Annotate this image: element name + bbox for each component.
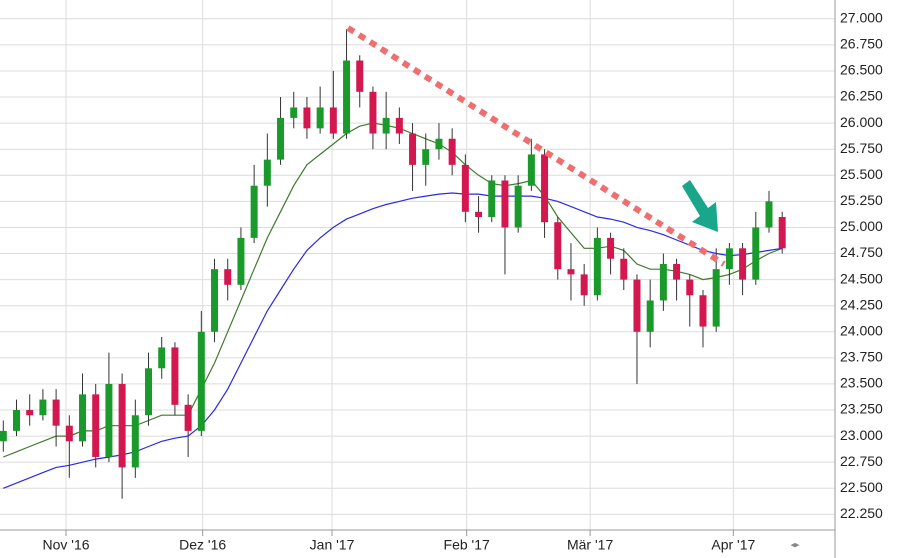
candle-body — [26, 410, 34, 416]
candle-body — [686, 279, 694, 296]
marks — [0, 29, 786, 499]
candle-body — [0, 430, 7, 442]
candle-body — [514, 185, 522, 228]
candle-body — [541, 154, 549, 223]
candle-body — [725, 248, 733, 270]
candle-body — [303, 107, 311, 129]
candle-body — [673, 263, 681, 280]
candle-body — [329, 107, 337, 134]
y-tick-label: 24.250 — [840, 296, 883, 312]
candle-body — [131, 415, 139, 468]
scroll-icon: ◂▸ — [790, 539, 800, 549]
candle-body — [263, 159, 271, 186]
candle-body — [488, 180, 496, 218]
x-tick-label: Mär '17 — [567, 537, 613, 553]
candle-body — [184, 404, 192, 431]
candle-body — [778, 217, 786, 249]
candle-body — [527, 154, 535, 186]
y-tick-label: 23.750 — [840, 349, 883, 365]
candle-body — [554, 222, 562, 270]
candle-body — [158, 347, 166, 369]
candle-body — [501, 180, 509, 228]
y-tick-label: 25.250 — [840, 192, 883, 208]
candle-body — [752, 227, 760, 280]
candle-body — [382, 117, 390, 134]
trend-line — [346, 25, 726, 267]
y-tick-label: 23.250 — [840, 401, 883, 417]
candle-body — [211, 269, 219, 332]
candle-body — [435, 138, 443, 150]
candle-body — [699, 295, 707, 327]
candle-body — [448, 138, 456, 165]
arrow — [682, 180, 718, 232]
candle-body — [118, 383, 126, 468]
candle-body — [197, 331, 205, 431]
y-tick-label: 26.750 — [840, 36, 883, 52]
x-tick-label: Apr '17 — [711, 537, 755, 553]
candle-body — [620, 258, 628, 280]
y-tick-label: 24.000 — [840, 322, 883, 338]
y-tick-label: 23.500 — [840, 375, 883, 391]
candle-body — [712, 269, 720, 327]
y-tick-label: 22.750 — [840, 453, 883, 469]
candle-body — [105, 383, 113, 457]
candle-body — [39, 399, 47, 416]
candle-body — [567, 269, 575, 275]
y-tick-label: 25.750 — [840, 140, 883, 156]
y-tick-label: 26.000 — [840, 114, 883, 130]
x-tick-label: Nov '16 — [42, 537, 89, 553]
candle-body — [765, 201, 773, 228]
candle-body — [475, 211, 483, 218]
candle-body — [224, 269, 232, 285]
candle-body — [79, 394, 87, 442]
candle-body — [646, 300, 654, 332]
y-tick-label: 25.500 — [840, 166, 883, 182]
x-tick-label: Jan '17 — [310, 537, 355, 553]
candle-body — [395, 117, 403, 134]
candle-body — [356, 60, 364, 92]
y-tick-label: 22.250 — [840, 505, 883, 521]
candle-body — [65, 425, 73, 442]
candle-body — [739, 248, 747, 280]
candle-body — [409, 133, 417, 165]
candle-body — [290, 107, 298, 118]
candle-body — [145, 368, 153, 416]
candle-body — [607, 237, 615, 259]
y-tick-label: 24.750 — [840, 244, 883, 260]
y-tick-label: 27.000 — [840, 9, 883, 25]
candle-body — [316, 107, 324, 129]
y-tick-label: 22.500 — [840, 479, 883, 495]
candle-body — [250, 185, 258, 238]
candle-body — [277, 117, 285, 160]
candle-body — [171, 347, 179, 405]
y-tick-label: 26.250 — [840, 88, 883, 104]
x-tick-label: Dez '16 — [179, 537, 226, 553]
y-tick-label: 23.000 — [840, 427, 883, 443]
candle-body — [92, 394, 100, 457]
candle-body — [633, 279, 641, 332]
candle-body — [593, 237, 601, 296]
candle-body — [580, 274, 588, 296]
candle-body — [461, 164, 469, 212]
candle-body — [13, 410, 21, 431]
x-tick-label: Feb '17 — [444, 537, 490, 553]
candle-body — [52, 399, 60, 426]
candle-body — [422, 149, 430, 165]
y-tick-label: 25.000 — [840, 218, 883, 234]
candle-body — [237, 237, 245, 285]
candle-body — [369, 91, 377, 134]
candle-body — [659, 263, 667, 301]
y-tick-label: 26.500 — [840, 62, 883, 78]
y-tick-label: 24.500 — [840, 270, 883, 286]
candle-body — [343, 60, 351, 134]
